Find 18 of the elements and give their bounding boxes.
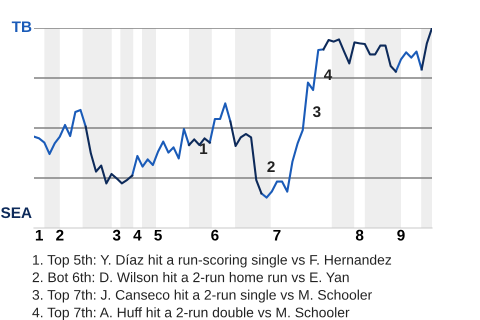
annotation: 2 xyxy=(267,161,275,172)
text: TB xyxy=(12,21,32,32)
text: 4. Top 7th: A. Huff hit a 2-run double vs M. Schooler xyxy=(32,307,350,320)
x-tick-label: 7 xyxy=(273,230,281,240)
text: 2. Bot 6th: D. Wilson hit a 2-run home run vs E. Yan xyxy=(32,272,349,282)
annotation: 3 xyxy=(312,106,321,118)
annotation: 1 xyxy=(200,143,208,154)
x-tick-label: 4 xyxy=(133,230,142,240)
x-tick-label: 8 xyxy=(356,230,364,241)
x-tick-label: 6 xyxy=(211,230,219,241)
x-tick-label: 9 xyxy=(397,230,405,241)
text: 3. Top 7th: J. Canseco hit a 2-run single vs M. Schooler xyxy=(32,290,372,303)
x-tick-label: 3 xyxy=(112,230,120,241)
text: 1. Top 5th: Y. Díaz hit a run-scoring single vs F. Hernandez xyxy=(33,254,392,268)
x-tick-label: 1 xyxy=(36,230,43,240)
x-tick-label: 5 xyxy=(154,230,162,241)
text: SEA xyxy=(1,207,32,218)
x-tick-label: 2 xyxy=(56,230,64,240)
